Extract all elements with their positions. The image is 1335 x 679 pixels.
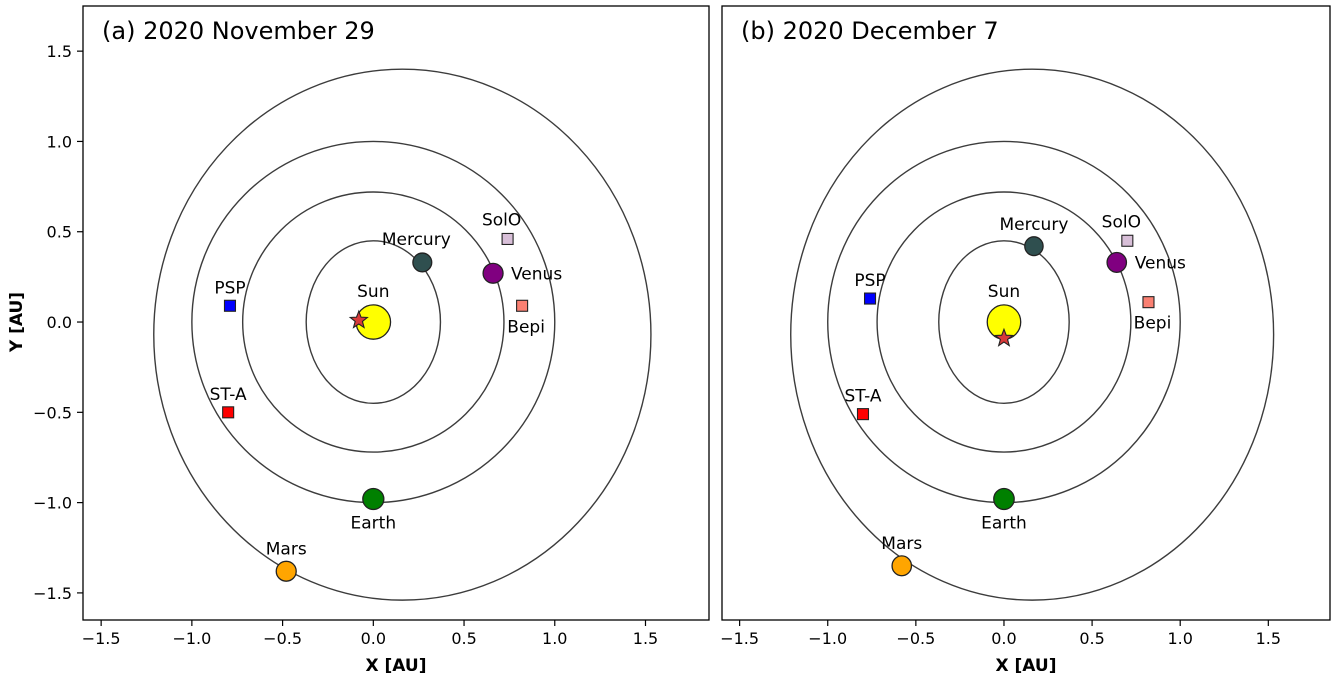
- bepi-label: Bepi: [507, 317, 545, 337]
- y-tick-label: 1.0: [47, 132, 72, 151]
- venus-label: Venus: [511, 264, 562, 284]
- mercury-label: Mercury: [382, 230, 451, 250]
- panel-title: (b) 2020 December 7: [741, 17, 999, 45]
- mars-marker: [275, 560, 297, 582]
- y-axis-label: Y [AU]: [7, 292, 27, 353]
- bepi-marker: [516, 299, 529, 312]
- mercury-label: Mercury: [999, 215, 1068, 235]
- y-tick-label: 0.0: [47, 313, 72, 332]
- plot-frame: [82, 5, 710, 621]
- venus-orbit: [876, 191, 1132, 453]
- y-tick-label: 0.5: [47, 223, 72, 242]
- solo-label: SolO: [1102, 212, 1141, 232]
- earth-label: Earth: [981, 513, 1027, 533]
- panel-b: Sun Mercury Venus Earth Mars PSP ST-A SolO Bepi (…: [720, 5, 1331, 676]
- y-tick-label: −1.5: [33, 584, 72, 603]
- panel-a: Sun Mercury Venus Earth Mars PSP ST-A SolO Bepi (…: [7, 5, 710, 676]
- x-tick-label: 0.5: [1079, 629, 1104, 648]
- plot-area: [153, 68, 652, 601]
- mars-orbit: [153, 68, 652, 601]
- venus-marker: [1106, 251, 1128, 274]
- venus-orbit: [241, 191, 505, 453]
- mercury-orbit: [305, 240, 442, 404]
- psp-marker: [223, 299, 237, 312]
- x-tick-label: 0.0: [361, 629, 386, 648]
- earth-label: Earth: [351, 513, 397, 533]
- y-tick-label: −0.5: [33, 403, 72, 422]
- y-tick-label: −1.0: [33, 494, 72, 513]
- psp-label: PSP: [854, 271, 885, 291]
- x-axis-label: X [AU]: [365, 656, 426, 676]
- plot-frame: [721, 5, 1331, 621]
- earth-marker: [993, 487, 1015, 511]
- x-tick-label: 0.5: [451, 629, 476, 648]
- st-a-marker: [222, 406, 235, 419]
- mercury-marker: [412, 252, 433, 273]
- bepi-marker: [1142, 296, 1155, 309]
- st-a-marker: [856, 408, 870, 421]
- x-tick-label: −1.5: [720, 629, 759, 648]
- mercury-marker: [1024, 236, 1044, 257]
- solo-marker: [501, 232, 514, 246]
- x-tick-label: −1.0: [172, 629, 211, 648]
- mars-label: Mars: [266, 539, 307, 559]
- psp-label: PSP: [214, 278, 245, 298]
- venus-label: Venus: [1135, 253, 1186, 273]
- plot-area: [790, 68, 1275, 601]
- sun-label: Sun: [988, 282, 1020, 302]
- venus-marker: [482, 262, 504, 284]
- mars-orbit: [790, 68, 1275, 601]
- st-a-label: ST-A: [844, 387, 881, 407]
- y-tick-label: 1.5: [47, 42, 72, 61]
- x-tick-label: −1.0: [808, 629, 847, 648]
- x-tick-label: 1.0: [1167, 629, 1192, 648]
- earth-marker: [362, 487, 385, 511]
- solo-label: SolO: [482, 210, 521, 230]
- x-tick-label: −0.5: [896, 629, 935, 648]
- solo-marker: [1121, 234, 1134, 247]
- st-a-label: ST-A: [210, 385, 247, 405]
- star-marker: [348, 309, 369, 329]
- sun-label: Sun: [357, 282, 389, 302]
- x-tick-label: −0.5: [263, 629, 302, 648]
- x-tick-label: 1.5: [633, 629, 658, 648]
- panel-title: (a) 2020 November 29: [102, 17, 375, 45]
- mars-marker: [891, 555, 913, 577]
- x-tick-label: 0.0: [991, 629, 1016, 648]
- mercury-orbit: [938, 240, 1070, 404]
- x-tick-label: −1.5: [82, 629, 121, 648]
- x-axis-label: X [AU]: [995, 656, 1056, 676]
- mars-label: Mars: [881, 534, 922, 554]
- bepi-label: Bepi: [1134, 314, 1172, 334]
- x-tick-label: 1.5: [1256, 629, 1281, 648]
- psp-marker: [863, 292, 877, 305]
- x-tick-label: 1.0: [542, 629, 567, 648]
- star-marker: [993, 327, 1015, 347]
